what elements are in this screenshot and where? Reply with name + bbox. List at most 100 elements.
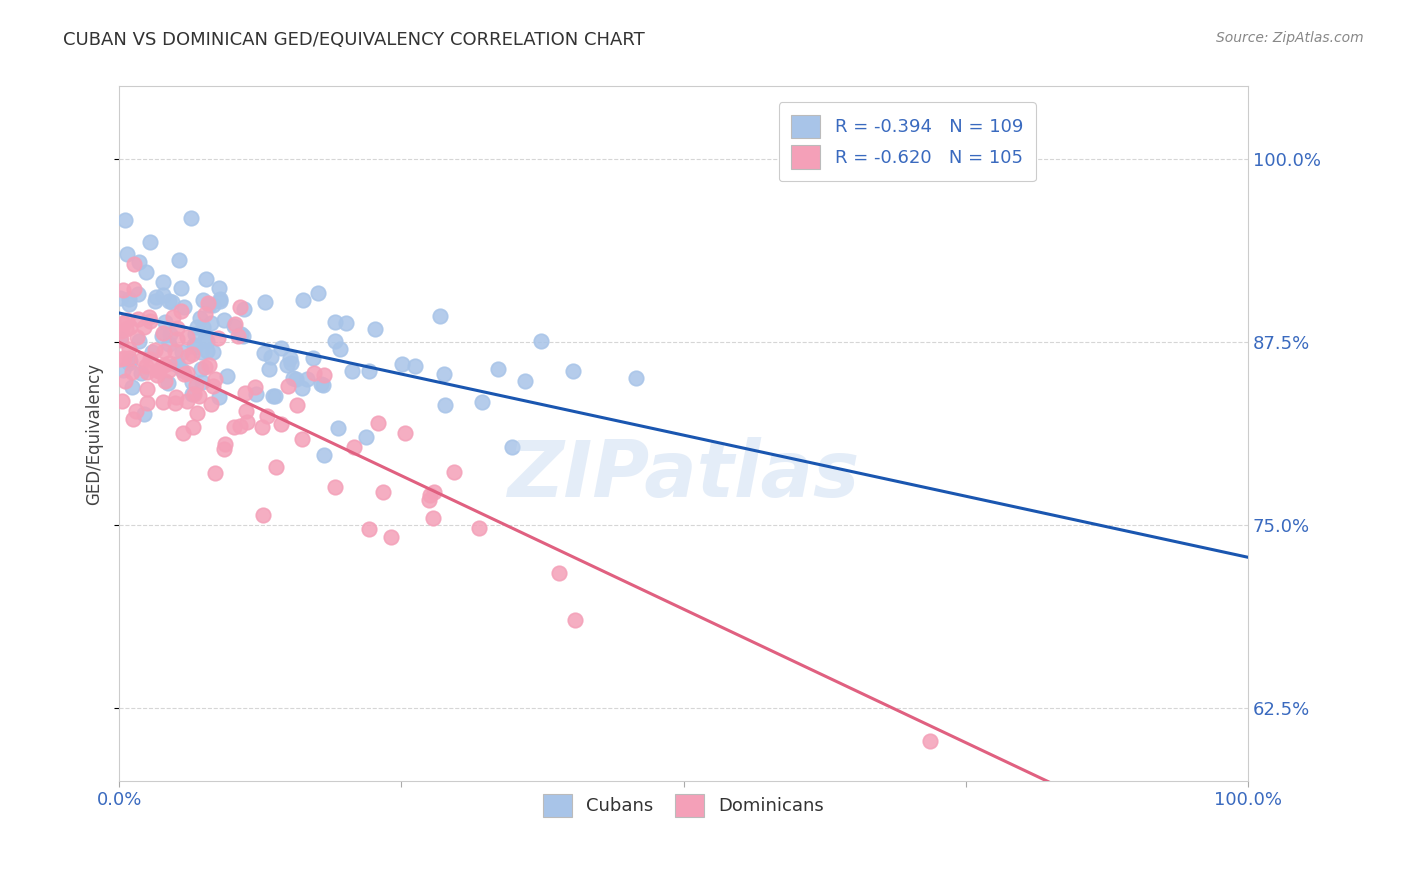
Point [342,364,364,378]
Point [122,257,145,271]
Text: Source: ZipAtlas.com: Source: ZipAtlas.com [1216,31,1364,45]
Point [166,332,188,346]
Y-axis label: GED/Equivalency: GED/Equivalency [86,363,103,505]
Point [118,353,141,368]
Point [132,320,155,334]
Point [146,362,169,376]
Point [156,376,179,391]
Point [229,301,252,315]
Point [139,313,162,327]
Point [236,415,259,429]
Point [136,383,159,397]
Point [152,275,174,289]
Point [110,324,132,338]
Point [125,330,148,344]
Point [111,362,134,376]
Point [433,368,456,382]
Point [547,566,569,581]
Point [129,367,152,381]
Point [138,310,160,324]
Point [380,530,402,544]
Point [226,329,249,343]
Point [172,426,194,441]
Point [208,281,231,295]
Point [312,378,335,392]
Point [183,340,205,354]
Point [190,345,212,359]
Point [471,395,494,409]
Point [152,288,174,302]
Point [212,442,235,456]
Point [232,329,254,343]
Point [245,379,267,393]
Point [198,298,221,312]
Point [167,253,190,268]
Point [443,466,465,480]
Point [212,313,235,327]
Point [153,344,176,359]
Point [135,265,157,279]
Point [309,377,332,392]
Point [194,359,217,374]
Point [122,282,145,296]
Point [148,364,170,378]
Point [191,293,214,307]
Point [468,521,491,535]
Point [302,366,325,380]
Point [422,510,444,524]
Point [343,440,366,454]
Point [197,296,219,310]
Point [190,362,212,376]
Point [115,313,138,327]
Point [118,297,141,311]
Point [371,485,394,500]
Point [112,351,135,365]
Point [301,351,323,365]
Point [624,370,647,384]
Point [335,316,357,330]
Point [111,283,134,297]
Text: ZIPatlas: ZIPatlas [508,437,859,514]
Point [181,347,204,361]
Point [167,358,190,372]
Legend: Cubans, Dominicans: Cubans, Dominicans [536,787,831,824]
Point [235,404,257,418]
Point [201,378,224,392]
Point [291,432,314,446]
Point [245,387,267,401]
Point [110,291,132,305]
Point [252,420,274,434]
Point [418,493,440,508]
Point [501,441,523,455]
Point [307,286,329,301]
Point [165,390,187,404]
Point [297,372,319,386]
Point [127,311,149,326]
Point [208,390,231,404]
Point [232,301,254,316]
Point [357,364,380,378]
Point [364,322,387,336]
Point [515,374,537,388]
Point [186,406,208,420]
Point [115,247,138,261]
Point [135,359,157,373]
Point [145,290,167,304]
Point [127,287,149,301]
Point [117,343,139,357]
Point [117,293,139,307]
Point [152,395,174,409]
Point [429,309,451,323]
Point [136,365,159,379]
Point [110,351,132,366]
Point [115,321,138,335]
Point [163,396,186,410]
Point [183,338,205,352]
Point [285,398,308,412]
Point [194,272,217,286]
Point [187,389,209,403]
Point [165,357,187,371]
Point [280,351,302,365]
Point [277,379,299,393]
Point [270,341,292,355]
